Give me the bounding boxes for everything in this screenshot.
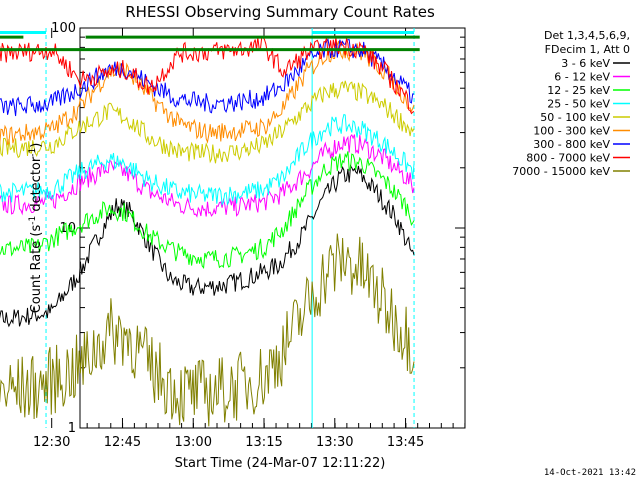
y-label-main: Count Rate (s: [29, 225, 44, 314]
x-tick-label-13-15: 13:15: [245, 435, 282, 450]
series-lines: [0, 35, 415, 427]
legend-label-3-6-kev: 3 - 6 keV: [561, 57, 610, 70]
legend-label-7000-15000-kev: 7000 - 15000 keV: [512, 165, 610, 178]
x-tick-label-12-45: 12:45: [104, 435, 141, 450]
legend-header-line-1: Det 1,3,4,5,6,9,: [544, 29, 630, 42]
x-tick-label-12-30: 12:30: [33, 435, 70, 450]
series-line-12-25-kev: [0, 151, 415, 270]
legend-label-12-25-kev: 12 - 25 keV: [547, 84, 610, 97]
series-line-25-50-kev: [0, 113, 415, 206]
y-axis-label: Count Rate (s-1 detector-1): [28, 143, 44, 314]
y-tick-label-1: 1: [68, 421, 76, 436]
chart-title: RHESSI Observing Summary Count Rates: [125, 3, 435, 21]
y-label-middle: detector: [29, 156, 44, 216]
series-line-50-100-kev: [0, 80, 415, 164]
y-tick-label-100: 100: [51, 21, 76, 36]
x-tick-label-13-45: 13:45: [387, 435, 424, 450]
vertical-markers: [45, 28, 415, 428]
y-label-end: ): [29, 143, 44, 148]
legend-label-100-300-kev: 100 - 300 keV: [533, 125, 610, 138]
legend-label-50-100-kev: 50 - 100 keV: [540, 111, 610, 124]
x-axis-label: Start Time (24-Mar-07 12:11:22): [175, 456, 386, 471]
series-line-7000-15000-kev: [0, 233, 415, 427]
y-label-sup: -1: [28, 216, 38, 225]
footer-timestamp: 14-Oct-2021 13:42: [544, 468, 636, 478]
legend-label-25-50-kev: 25 - 50 keV: [547, 98, 610, 111]
series-line-6-12-kev: [0, 133, 415, 218]
flag-bars: RD0RD4N: [0, 30, 420, 52]
legend-header-line-2: FDecim 1, Att 0: [545, 43, 630, 56]
legend: Det 1,3,4,5,6,9, FDecim 1, Att 0 3 - 6 k…: [512, 29, 630, 178]
y-label-sup2: -1: [28, 148, 38, 157]
series-line-300-800-kev: [0, 38, 415, 117]
legend-label-300-800-kev: 300 - 800 keV: [533, 138, 610, 151]
x-tick-label-13-30: 13:30: [316, 435, 353, 450]
x-tick-label-13-00: 13:00: [175, 435, 212, 450]
series-line-3-6-kev: [0, 164, 415, 328]
legend-label-800-7000-kev: 800 - 7000 keV: [526, 152, 610, 165]
legend-label-6-12-kev: 6 - 12 keV: [554, 71, 610, 84]
